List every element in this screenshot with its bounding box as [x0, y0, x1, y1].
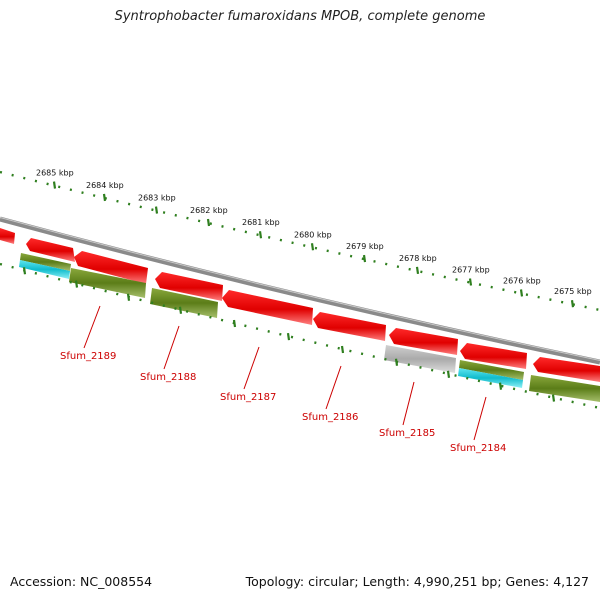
map-title: Syntrophobacter fumaroxidans MPOB, compl… — [114, 9, 486, 24]
kbp-major-tick — [362, 254, 367, 263]
kbp-major-tick — [52, 181, 57, 189]
gene-leader-line — [83, 305, 101, 349]
cds-arrow[interactable] — [389, 328, 458, 355]
accession-text: Accession: NC_008554 — [10, 574, 153, 589]
gene-label[interactable]: Sfum_2184 — [450, 443, 506, 454]
kbp-tick-label: 2679 kbp — [346, 242, 384, 251]
outer-major-ticks — [52, 181, 575, 308]
inner-major-tick — [394, 358, 399, 366]
gene-leader-line — [473, 396, 487, 441]
gene-label[interactable]: Sfum_2189 — [60, 351, 116, 362]
cds-arrow[interactable] — [460, 343, 527, 369]
kbp-tick-labels: 2685 kbp 2684 kbp 2683 kbp 2682 kbp 2681 kbp… — [36, 169, 592, 297]
inner-major-tick — [551, 394, 556, 402]
kbp-major-tick — [519, 289, 524, 297]
inner-major-tick — [22, 267, 27, 275]
cds-arrow[interactable] — [74, 251, 148, 284]
cds-arrow[interactable] — [0, 228, 15, 244]
kbp-major-tick — [258, 231, 263, 239]
kbp-tick-label: 2682 kbp — [190, 206, 228, 215]
cog-block[interactable] — [20, 253, 71, 271]
inner-major-tick — [286, 332, 291, 341]
cds-arrow[interactable] — [533, 357, 600, 382]
gene-label[interactable]: Sfum_2186 — [302, 412, 358, 423]
cog-block[interactable] — [459, 360, 524, 380]
outer-tick-ring — [0, 170, 600, 312]
cds-track — [0, 228, 600, 382]
inner-major-tick — [178, 306, 183, 314]
kbp-major-tick — [154, 206, 159, 214]
rna-block[interactable] — [19, 260, 70, 279]
cds-arrow[interactable] — [26, 238, 75, 262]
other-block[interactable] — [384, 345, 456, 373]
inner-major-tick — [232, 319, 237, 328]
kbp-major-tick — [102, 193, 107, 202]
gene-label[interactable]: Sfum_2185 — [379, 428, 435, 439]
cog-track — [19, 253, 600, 402]
kbp-tick-label: 2685 kbp — [36, 169, 74, 178]
inner-major-tick — [498, 382, 503, 390]
kbp-tick-label: 2677 kbp — [452, 265, 490, 274]
cds-arrow[interactable] — [222, 290, 313, 325]
kbp-major-tick — [468, 278, 473, 286]
kbp-major-tick — [415, 266, 420, 275]
kbp-tick-label: 2675 kbp — [554, 287, 592, 296]
kbp-major-tick — [310, 243, 315, 251]
cog-block[interactable] — [69, 268, 146, 298]
kbp-tick-label: 2678 kbp — [399, 254, 437, 263]
kbp-tick-label: 2683 kbp — [138, 194, 176, 203]
gene-labels: Sfum_2189 Sfum_2188 Sfum_2187 Sfum_2186 Sfum… — [60, 305, 506, 454]
kbp-tick-label: 2676 kbp — [503, 276, 541, 285]
gene-leader-line — [163, 325, 180, 370]
kbp-tick-label: 2684 kbp — [86, 181, 124, 190]
rna-block[interactable] — [458, 368, 523, 388]
cds-arrow[interactable] — [313, 312, 386, 341]
topology-text: Topology: circular; Length: 4,990,251 bp… — [245, 574, 589, 589]
gene-leader-line — [325, 365, 342, 410]
inner-major-ticks — [22, 267, 556, 402]
inner-major-tick — [340, 345, 345, 354]
kbp-major-tick — [206, 218, 211, 227]
gene-label[interactable]: Sfum_2188 — [140, 372, 196, 383]
kbp-tick-label: 2681 kbp — [242, 218, 280, 227]
kbp-tick-label: 2680 kbp — [294, 230, 332, 239]
cog-block[interactable] — [529, 375, 600, 402]
genome-backbone — [0, 216, 600, 365]
gene-label[interactable]: Sfum_2187 — [220, 392, 276, 403]
inner-major-tick — [74, 280, 79, 288]
cog-block[interactable] — [150, 288, 218, 318]
inner-major-tick — [126, 293, 131, 301]
gene-leader-line — [243, 346, 260, 390]
inner-major-tick — [446, 370, 451, 378]
kbp-major-tick — [570, 300, 575, 308]
cds-arrow[interactable] — [155, 272, 223, 301]
gene-leader-line — [402, 381, 415, 426]
